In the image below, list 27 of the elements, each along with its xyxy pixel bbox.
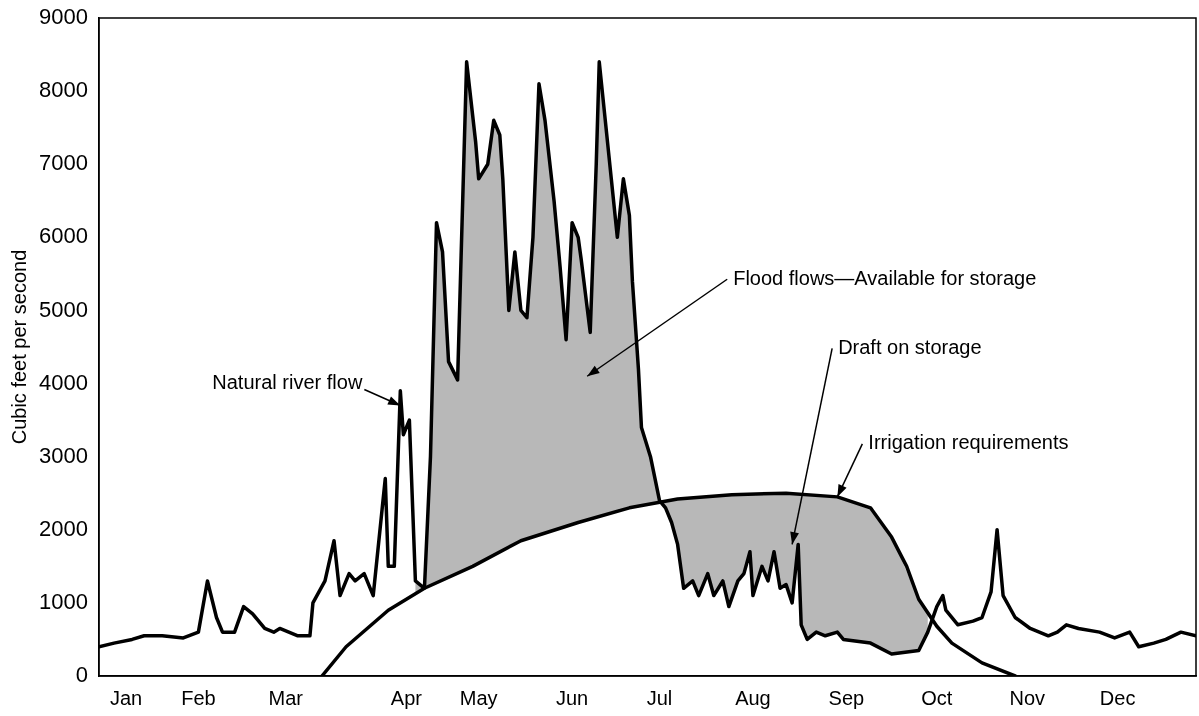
x-tick-label: Jan (109, 686, 143, 709)
x-tick-label: Sep (828, 686, 865, 709)
annotation: Natural river flow (212, 371, 363, 393)
x-tick-label: Oct (921, 686, 953, 709)
y-tick-label: 5000 (38, 296, 88, 322)
y-tick-label: 0 (75, 662, 88, 688)
y-axis-title: Cubic feet per second (7, 249, 30, 445)
y-tick-label: 2000 (38, 515, 88, 541)
x-tick-label: Dec (1099, 686, 1136, 709)
y-tick-label: 3000 (38, 442, 88, 468)
x-tick-label: May (459, 686, 498, 709)
x-tick-label: Jun (556, 686, 589, 709)
annotation: Draft on storage (838, 335, 982, 358)
x-tick-label: Nov (1009, 686, 1046, 709)
x-tick-label: Jul (646, 686, 673, 709)
x-tick-label: Apr (390, 686, 423, 709)
y-tick-label: 6000 (38, 223, 88, 249)
annotation: Flood flows—Available for storage (733, 266, 1037, 289)
annotation: Irrigation requirements (868, 431, 1069, 454)
y-tick-label: 9000 (38, 4, 88, 30)
y-tick-label: 7000 (38, 150, 88, 176)
x-tick-label: Mar (268, 686, 304, 709)
y-tick-label: 1000 (38, 588, 88, 614)
y-tick-label: 4000 (38, 369, 88, 395)
y-tick-label: 8000 (38, 77, 88, 103)
x-tick-label: Feb (181, 686, 216, 709)
x-tick-label: Aug (735, 686, 771, 709)
